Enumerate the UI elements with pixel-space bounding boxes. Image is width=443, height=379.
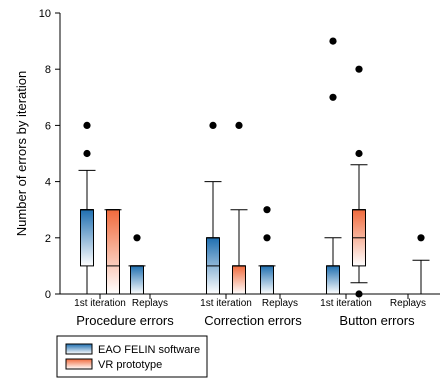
box-1-0-0 (204, 121, 222, 295)
box-body (326, 265, 340, 295)
outlier-point (355, 65, 363, 73)
box-body (80, 209, 94, 267)
outlier-point (83, 149, 91, 158)
outlier-point (83, 121, 91, 129)
box-2-0-1 (350, 65, 368, 298)
outlier-point (355, 149, 363, 158)
legend-label: EAO FELIN software (98, 344, 200, 356)
box-body (260, 265, 274, 295)
legend-box (56, 335, 208, 378)
legend-swatch (65, 358, 93, 370)
y-tick-label: 0 (45, 289, 51, 301)
legend-label: VR prototype (98, 359, 162, 371)
box-0-1-0 (128, 234, 146, 295)
category-label: Replays (132, 298, 168, 309)
y-tick-label: 2 (45, 233, 51, 245)
outlier-point (263, 234, 271, 242)
category-label: 1st iteration (74, 298, 126, 309)
box-body (130, 265, 144, 295)
outlier-point (355, 290, 363, 298)
outlier-point (133, 234, 141, 242)
box-1-0-1 (230, 121, 248, 295)
group-label: Button errors (339, 313, 415, 328)
outlier-point (209, 121, 217, 129)
labels-layer: 1st iteration Replays Procedure errors 1st … (74, 294, 426, 328)
category-label: Replays (262, 298, 298, 309)
y-tick-label: 6 (45, 120, 51, 132)
box-2-0-0 (324, 37, 342, 295)
legend-swatch (65, 343, 93, 355)
box-body (232, 265, 246, 295)
box-1-1-0 (258, 206, 276, 295)
y-tick-label: 8 (45, 64, 51, 76)
legend: EAO FELIN software VR prototype (56, 335, 208, 378)
group-label: Correction errors (204, 313, 302, 328)
y-tick-label: 4 (45, 177, 51, 189)
y-tick-label: 10 (39, 8, 51, 20)
boxes-layer (78, 37, 430, 298)
category-label: 1st iteration (200, 298, 252, 309)
box-2-1-1 (412, 234, 430, 295)
outlier-point (263, 206, 271, 214)
outlier-point (329, 93, 337, 101)
outlier-point (417, 234, 425, 242)
y-axis-title: Number of errors by iteration (14, 71, 29, 236)
group-label: Procedure errors (76, 313, 174, 328)
category-label: Replays (390, 298, 426, 309)
outlier-point (329, 37, 337, 45)
category-label: 1st iteration (320, 298, 372, 309)
box-0-0-1 (104, 209, 122, 295)
outlier-point (235, 121, 243, 129)
box-0-0-0 (78, 121, 96, 295)
chart-axes: 0 2 4 6 8 10 Number of errors by iteration (14, 8, 440, 301)
box-body (106, 209, 120, 295)
